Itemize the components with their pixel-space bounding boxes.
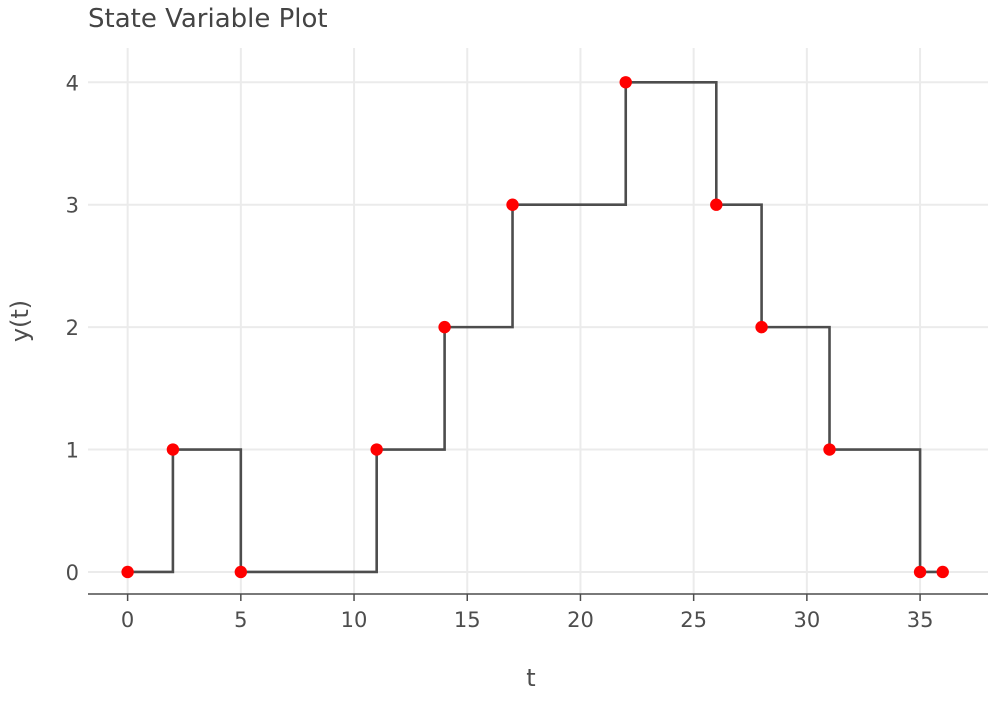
y-tick-label: 0 bbox=[66, 561, 79, 585]
label-layer: 0 5 10 15 20 25 30 35 0 1 2 3 4 t y(t) bbox=[6, 71, 933, 692]
y-tick-label: 4 bbox=[66, 71, 79, 95]
data-point bbox=[710, 198, 723, 211]
data-point bbox=[506, 198, 519, 211]
x-tick-label: 0 bbox=[121, 608, 134, 632]
x-tick-label: 10 bbox=[341, 608, 368, 632]
data-point bbox=[370, 443, 383, 456]
x-tick-label: 20 bbox=[567, 608, 594, 632]
y-tick-label: 1 bbox=[66, 439, 79, 463]
y-axis-title: y(t) bbox=[6, 300, 34, 342]
y-tick-label: 2 bbox=[66, 316, 79, 340]
data-point bbox=[619, 76, 632, 89]
data-point bbox=[936, 565, 949, 579]
data-point bbox=[234, 565, 248, 579]
x-tick-label: 30 bbox=[794, 608, 821, 632]
data-point bbox=[823, 443, 836, 456]
x-axis-title: t bbox=[526, 664, 535, 692]
data-point bbox=[438, 320, 451, 334]
grid-layer bbox=[88, 48, 988, 594]
y-tick-label: 3 bbox=[66, 194, 79, 218]
point-layer bbox=[121, 76, 949, 579]
x-tick-label: 25 bbox=[680, 608, 707, 632]
data-point bbox=[166, 443, 180, 456]
series-step-line bbox=[127, 80, 943, 574]
data-point bbox=[913, 565, 927, 579]
data-point bbox=[121, 565, 134, 579]
x-tick-label: 5 bbox=[234, 608, 247, 632]
axis-layer bbox=[88, 593, 988, 601]
x-tick-label: 15 bbox=[454, 608, 481, 632]
series-layer bbox=[127, 80, 943, 574]
x-tick-label: 35 bbox=[907, 608, 934, 632]
data-point bbox=[755, 320, 768, 334]
chart-title: State Variable Plot bbox=[88, 4, 328, 34]
